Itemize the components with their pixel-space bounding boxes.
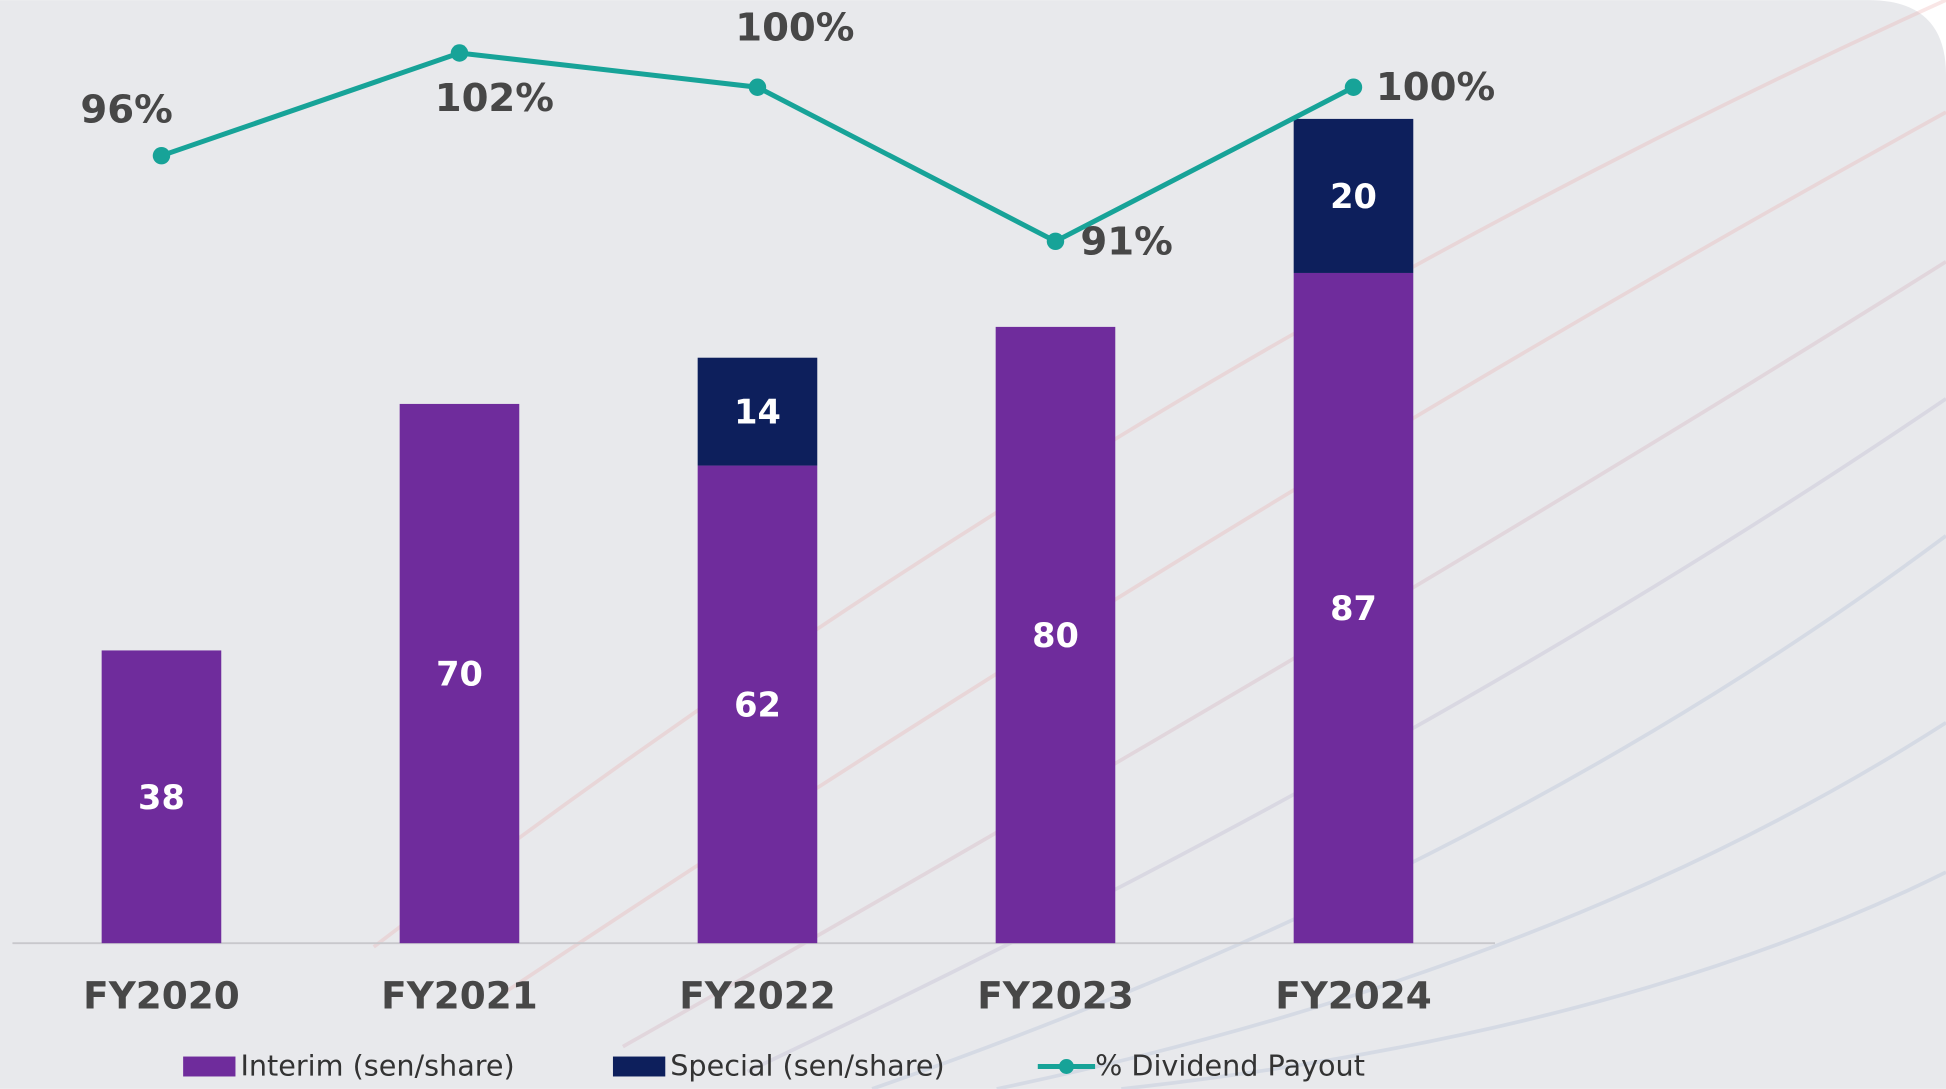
data-label: 91% bbox=[1080, 219, 1172, 264]
data-label: 100% bbox=[1376, 65, 1495, 110]
legend-label: Special (sen/share) bbox=[670, 1049, 944, 1083]
data-label: 70 bbox=[436, 655, 483, 694]
x-tick-label: FY2020 bbox=[83, 973, 240, 1017]
legend-label: % Dividend Payout bbox=[1095, 1049, 1365, 1083]
line-point bbox=[153, 147, 170, 164]
line-point bbox=[1047, 233, 1064, 250]
x-tick-label: FY2023 bbox=[977, 973, 1134, 1017]
x-tick-label: FY2021 bbox=[381, 973, 538, 1017]
line-point bbox=[749, 79, 766, 96]
data-label: 100% bbox=[735, 5, 854, 50]
data-label: 14 bbox=[734, 393, 781, 432]
data-label: 38 bbox=[138, 778, 185, 817]
legend: Interim (sen/share) Special (sen/share) % … bbox=[183, 1049, 1365, 1083]
legend-swatch bbox=[1059, 1059, 1074, 1074]
data-label: 87 bbox=[1330, 589, 1377, 628]
background bbox=[0, 0, 1946, 1089]
data-label: 20 bbox=[1330, 177, 1377, 216]
data-label: 102% bbox=[435, 76, 554, 121]
legend-label: Interim (sen/share) bbox=[240, 1049, 514, 1083]
data-label: 96% bbox=[80, 88, 172, 133]
x-tick-label: FY2022 bbox=[679, 973, 836, 1017]
data-label: 80 bbox=[1032, 616, 1079, 655]
data-label: 62 bbox=[734, 685, 781, 724]
line-point bbox=[451, 44, 468, 61]
chart: Interim (sen/share) Special (sen/share) % … bbox=[0, 0, 1946, 1089]
x-tick-label: FY2024 bbox=[1275, 973, 1432, 1017]
page: Interim (sen/share) Special (sen/share) % … bbox=[0, 0, 1946, 1089]
legend-swatch bbox=[183, 1057, 235, 1077]
legend-swatch bbox=[613, 1057, 665, 1077]
line-point bbox=[1345, 79, 1362, 96]
